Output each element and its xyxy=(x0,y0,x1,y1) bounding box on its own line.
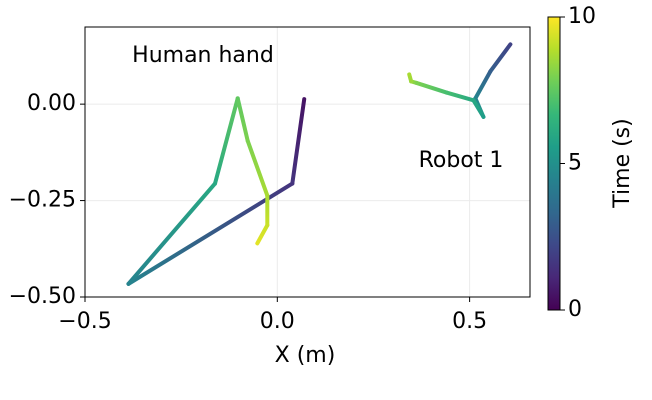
colorbar-tick-label: 0 xyxy=(568,297,582,322)
y-tick-label: −0.25 xyxy=(9,188,76,213)
annotation: Human hand xyxy=(132,43,274,68)
trajectory-segment xyxy=(471,98,486,119)
trajectory-segment xyxy=(235,96,250,143)
colorbar xyxy=(547,16,561,311)
trajectory-segment xyxy=(255,223,270,246)
trajectory-segment xyxy=(213,96,240,186)
trajectory-segment xyxy=(488,42,513,74)
y-tick-label: −0.50 xyxy=(9,284,76,309)
colorbar-tick-label: 10 xyxy=(568,4,596,29)
trajectory-segment xyxy=(126,181,295,286)
trajectory-segment xyxy=(290,97,307,186)
colorbar-label: Time (s) xyxy=(610,118,635,208)
trajectory-segment xyxy=(414,80,449,95)
plot-frame xyxy=(84,26,531,298)
colorbar-tick-label: 5 xyxy=(568,151,582,176)
annotation: Robot 1 xyxy=(419,148,504,173)
trajectory-segment xyxy=(245,138,270,198)
trajectory-segment xyxy=(126,181,217,286)
trajectory-segment xyxy=(407,72,414,84)
x-tick-label: 0.5 xyxy=(452,309,487,334)
x-axis-label: X (m) xyxy=(275,343,336,368)
trajectory-segment xyxy=(444,90,476,103)
x-tick-label: 0.0 xyxy=(260,309,295,334)
trajectory-segment xyxy=(473,69,493,101)
y-tick-label: 0.00 xyxy=(27,91,76,116)
x-tick-label: −0.5 xyxy=(58,309,111,334)
